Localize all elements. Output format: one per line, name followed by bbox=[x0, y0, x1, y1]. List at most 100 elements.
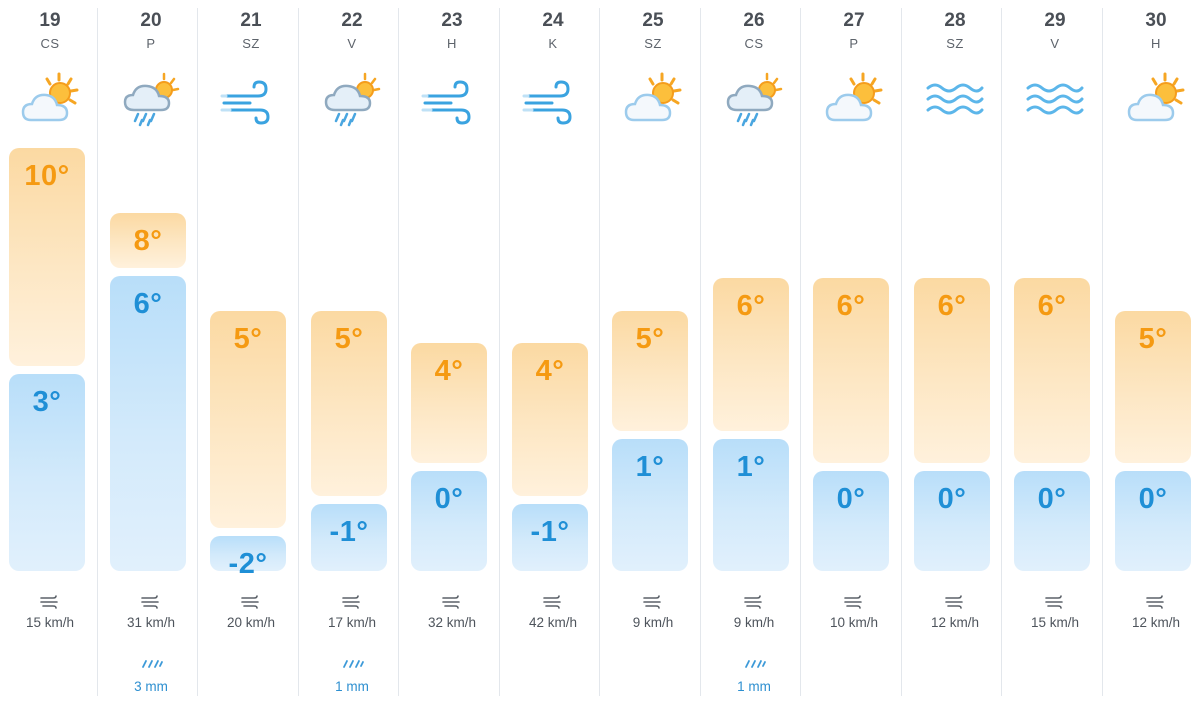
max-temp: 5° bbox=[233, 322, 263, 355]
wind-speed: 12 km/h bbox=[1131, 615, 1181, 630]
wind-direction-icon bbox=[542, 593, 564, 609]
wind-icon bbox=[522, 70, 584, 128]
day-date: 28 bbox=[944, 10, 966, 31]
rain-icon bbox=[120, 70, 182, 128]
wind-direction-icon bbox=[441, 593, 463, 609]
day-column[interactable]: 28 SZ 6° 0° 12 km/h bbox=[905, 0, 1005, 696]
day-column[interactable]: 19 CS 10° 3° 15 km/h bbox=[0, 0, 100, 696]
column-divider bbox=[1001, 8, 1002, 696]
wind-speed: 17 km/h bbox=[327, 615, 377, 630]
day-column[interactable]: 26 CS 6° 1° 9 km/h bbox=[704, 0, 804, 696]
precipitation-amount: 1 mm bbox=[335, 679, 369, 694]
day-column[interactable]: 25 SZ 5° 1° 9 km/h bbox=[603, 0, 703, 696]
fog-icon bbox=[924, 70, 986, 128]
min-temp-bar: 1° bbox=[612, 438, 688, 571]
max-temp: 6° bbox=[836, 290, 866, 323]
min-temp-bar: -1° bbox=[311, 503, 387, 571]
wind-speed: 20 km/h bbox=[226, 615, 276, 630]
max-temp: 8° bbox=[133, 225, 163, 258]
min-temp-bar: 1° bbox=[713, 438, 789, 571]
day-date: 29 bbox=[1044, 10, 1066, 31]
wind-icon bbox=[220, 70, 282, 128]
min-temp-bar: -1° bbox=[512, 503, 588, 571]
min-temp: 1° bbox=[635, 450, 665, 483]
min-temp-bar: 0° bbox=[813, 471, 889, 571]
min-temp-bar: 0° bbox=[1014, 471, 1090, 571]
day-date: 24 bbox=[542, 10, 564, 31]
precipitation-icon bbox=[139, 656, 163, 668]
column-divider bbox=[97, 8, 98, 696]
min-temp-bar: 3° bbox=[9, 373, 85, 571]
min-temp-bar: 0° bbox=[411, 471, 487, 571]
max-temp-bar: 6° bbox=[713, 278, 789, 431]
column-divider bbox=[197, 8, 198, 696]
min-temp: 3° bbox=[32, 385, 62, 418]
day-date: 27 bbox=[843, 10, 865, 31]
min-temp: 0° bbox=[836, 483, 866, 516]
day-column[interactable]: 20 P 8° 6° 31 km/h bbox=[101, 0, 201, 696]
day-date: 23 bbox=[441, 10, 463, 31]
wind-speed: 15 km/h bbox=[1030, 615, 1080, 630]
wind-direction-icon bbox=[843, 593, 865, 609]
rain-icon bbox=[723, 70, 785, 128]
wind-speed: 9 km/h bbox=[632, 615, 674, 630]
max-temp: 5° bbox=[635, 322, 665, 355]
column-divider bbox=[298, 8, 299, 696]
max-temp: 6° bbox=[736, 290, 766, 323]
precipitation-amount: 1 mm bbox=[737, 679, 771, 694]
wind-icon bbox=[421, 70, 483, 128]
day-of-week: P bbox=[146, 36, 156, 51]
precipitation-amount: 3 mm bbox=[134, 679, 168, 694]
min-temp: -1° bbox=[329, 515, 369, 548]
column-divider bbox=[700, 8, 701, 696]
max-temp-bar: 5° bbox=[210, 310, 286, 529]
wind-speed: 15 km/h bbox=[25, 615, 75, 630]
min-temp-bar: -2° bbox=[210, 536, 286, 580]
day-of-week: CS bbox=[744, 36, 764, 51]
wind-direction-icon bbox=[1145, 593, 1167, 609]
wind-speed: 10 km/h bbox=[829, 615, 879, 630]
day-date: 26 bbox=[743, 10, 765, 31]
min-temp-bar: 0° bbox=[1115, 471, 1191, 571]
max-temp-bar: 6° bbox=[914, 278, 990, 464]
day-date: 25 bbox=[642, 10, 664, 31]
column-divider bbox=[499, 8, 500, 696]
day-column[interactable]: 29 V 6° 0° 15 km/h bbox=[1005, 0, 1105, 696]
day-of-week: K bbox=[548, 36, 558, 51]
day-column[interactable]: 27 P 6° 0° 10 km/h bbox=[804, 0, 904, 696]
day-of-week: P bbox=[849, 36, 859, 51]
wind-direction-icon bbox=[240, 593, 262, 609]
max-temp-bar: 10° bbox=[9, 148, 85, 366]
fog-icon bbox=[1024, 70, 1086, 128]
max-temp: 10° bbox=[24, 160, 70, 192]
partly-cloudy-icon bbox=[1125, 70, 1187, 128]
day-of-week: SZ bbox=[946, 36, 964, 51]
wind-direction-icon bbox=[1044, 593, 1066, 609]
day-column[interactable]: 30 H 5° 0° 12 km/h bbox=[1106, 0, 1200, 696]
day-column[interactable]: 23 H 4° 0° 32 km/h bbox=[402, 0, 502, 696]
precipitation-icon bbox=[340, 656, 364, 668]
day-column[interactable]: 24 K 4° -1° 42 km/h bbox=[503, 0, 603, 696]
wind-direction-icon bbox=[642, 593, 664, 609]
day-column[interactable]: 21 SZ 5° -2° 20 km/h bbox=[201, 0, 301, 696]
min-temp-bar: 0° bbox=[914, 471, 990, 571]
day-date: 30 bbox=[1145, 10, 1167, 31]
day-of-week: H bbox=[447, 36, 457, 51]
min-temp: 0° bbox=[937, 483, 967, 516]
day-column[interactable]: 22 V 5° -1° 17 km/h bbox=[302, 0, 402, 696]
max-temp-bar: 4° bbox=[411, 343, 487, 464]
max-temp: 4° bbox=[535, 355, 565, 388]
day-date: 19 bbox=[39, 10, 61, 31]
min-temp: 0° bbox=[1138, 483, 1168, 516]
max-temp-bar: 5° bbox=[612, 310, 688, 431]
column-divider bbox=[901, 8, 902, 696]
wind-speed: 31 km/h bbox=[126, 615, 176, 630]
wind-direction-icon bbox=[140, 593, 162, 609]
wind-speed: 9 km/h bbox=[733, 615, 775, 630]
wind-speed: 12 km/h bbox=[930, 615, 980, 630]
day-of-week: CS bbox=[40, 36, 60, 51]
day-date: 21 bbox=[240, 10, 262, 31]
max-temp: 6° bbox=[1037, 290, 1067, 323]
max-temp-bar: 5° bbox=[1115, 310, 1191, 464]
